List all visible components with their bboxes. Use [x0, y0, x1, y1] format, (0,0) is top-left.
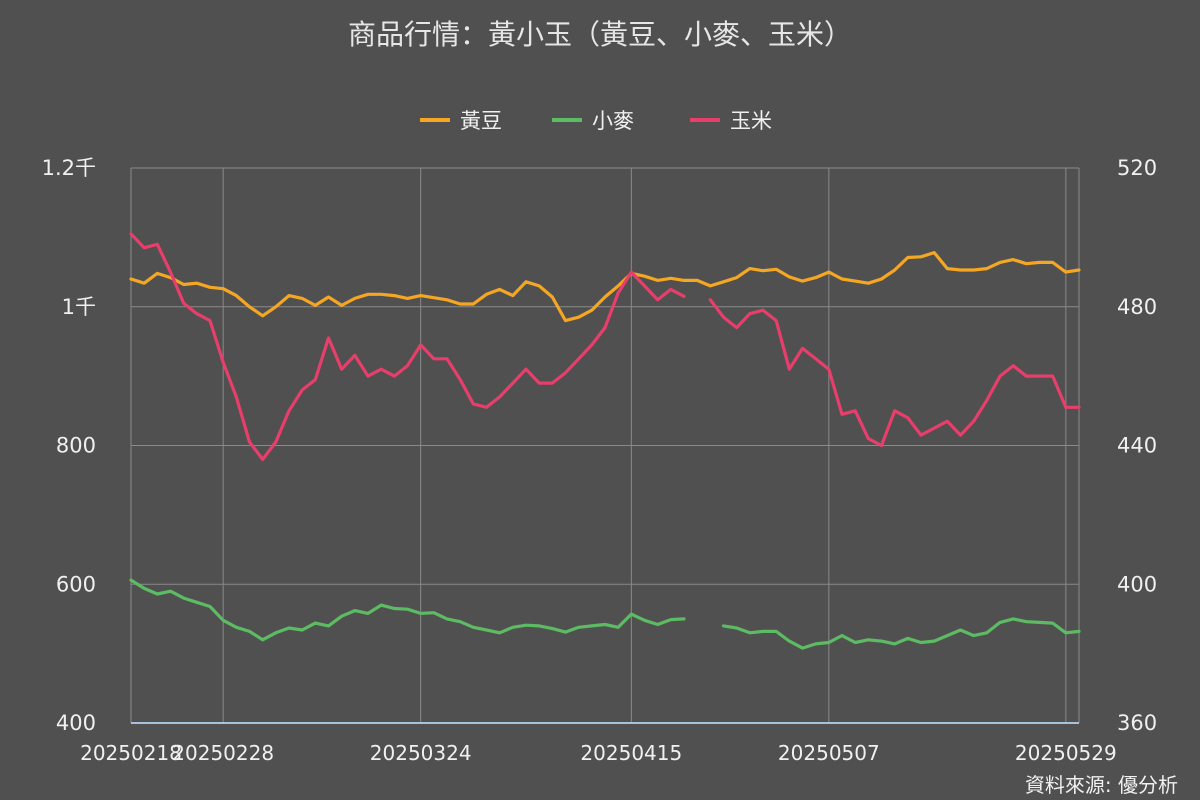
x-axis-tick-label: 20250228	[172, 741, 274, 765]
left-axis-tick-label: 600	[56, 572, 96, 596]
right-axis-tick-label: 480	[1117, 295, 1157, 319]
series-layer	[129, 232, 1081, 650]
series-line-玉米	[129, 232, 1081, 461]
x-axis-tick-label: 20250507	[778, 741, 880, 765]
legend-item-黃豆[interactable]: 黃豆	[420, 109, 502, 133]
legend-label: 小麥	[592, 109, 634, 133]
series-line-小麥	[129, 578, 1081, 650]
legend-label: 玉米	[730, 109, 772, 133]
chart-title: 商品行情：黃小玉（黃豆、小麥、玉米）	[348, 18, 852, 51]
right-axis-tick-label: 440	[1117, 434, 1157, 458]
legend-item-小麥[interactable]: 小麥	[552, 109, 634, 133]
legend-label: 黃豆	[460, 109, 502, 133]
axis-ticks: 4006008001千1.2千3604004404805202025021820…	[42, 156, 1158, 765]
x-axis-tick-label: 20250415	[580, 741, 682, 765]
source-note: 資料來源: 優分析	[1025, 773, 1178, 797]
series-line-黃豆	[129, 251, 1081, 323]
left-axis-tick-label: 1千	[62, 295, 96, 319]
legend: 黃豆 小麥 玉米	[420, 109, 772, 133]
left-axis-tick-label: 800	[56, 434, 96, 458]
right-axis-tick-label: 360	[1117, 711, 1157, 735]
x-axis-tick-label: 20250218	[80, 741, 182, 765]
legend-item-玉米[interactable]: 玉米	[690, 109, 772, 133]
grid-lines	[130, 167, 1080, 724]
left-axis-tick-label: 1.2千	[42, 156, 96, 180]
x-axis-tick-label: 20250324	[370, 741, 472, 765]
left-axis-tick-label: 400	[56, 711, 96, 735]
x-axis-tick-label: 20250529	[1015, 741, 1117, 765]
right-axis-tick-label: 520	[1117, 156, 1157, 180]
right-axis-tick-label: 400	[1117, 572, 1157, 596]
